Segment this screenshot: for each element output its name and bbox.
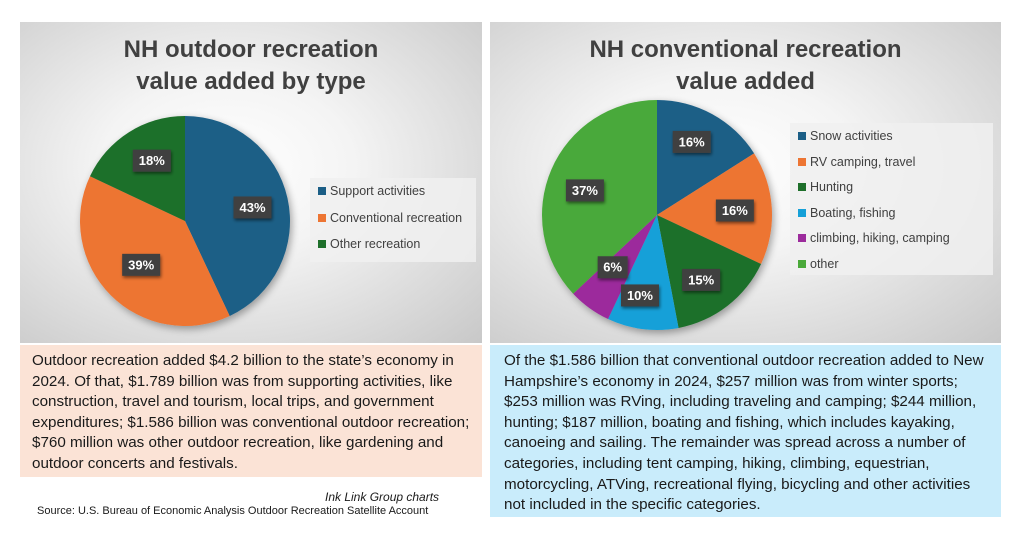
data-label-box [672, 130, 711, 153]
legend-item-other: other [798, 257, 839, 271]
data-label-other: 37% [565, 179, 604, 202]
data-label-text: 10% [627, 288, 653, 303]
data-label-support-activities: 43% [233, 196, 272, 219]
data-label-text: 37% [572, 183, 598, 198]
data-label-box [565, 179, 604, 202]
data-label-box [682, 268, 721, 291]
legend-label: RV camping, travel [810, 154, 916, 169]
data-label-box [132, 149, 171, 172]
source-note: Source: U.S. Bureau of Economic Analysis… [37, 505, 429, 517]
legend-swatch [798, 234, 806, 242]
chart-panel-outdoor-recreation: NH outdoor recreation value added by typ… [20, 22, 482, 343]
data-label-text: 6% [603, 260, 622, 275]
summary-text-outdoor-recreation: Outdoor recreation added $4.2 billion to… [20, 345, 482, 477]
chart-title-line-1: NH conventional recreation [589, 36, 902, 63]
legend-label: Conventional recreation [330, 210, 463, 225]
legend-label: Support activities [330, 184, 426, 198]
data-label-other-recreation: 18% [132, 149, 171, 172]
legend-swatch [318, 213, 326, 222]
chart-title-line-1: NH outdoor recreation [123, 36, 379, 63]
legend-item-rv-camping-travel: RV camping, travel [798, 155, 915, 169]
pie-slice-conventional-recreation [79, 176, 230, 326]
legend-swatch [798, 183, 806, 191]
chart-legend: Snow activities RV camping, travel Hunting… [790, 123, 993, 275]
legend-item-boating-fishing: Boating, fishing [798, 206, 895, 220]
pie-slice-snow-activities [657, 100, 755, 215]
legend-item-conventional-recreation: Conventional recreation [318, 211, 462, 225]
legend-swatch [798, 157, 806, 166]
legend-label: Boating, fishing [810, 205, 896, 220]
legend-item-hunting: Hunting [798, 180, 853, 194]
data-label-text: 39% [128, 257, 154, 272]
legend-label: climbing, hiking, camping [810, 231, 950, 245]
data-label-box [620, 284, 659, 307]
chart-title-line-2: value added [676, 68, 815, 95]
legend-swatch [318, 240, 326, 248]
data-label-text: 18% [139, 153, 165, 168]
chart-credit: Ink Link Group charts [325, 490, 440, 504]
chart-panel-conventional-recreation: NH conventional recreation value added 1… [490, 22, 1001, 343]
legend-item-support-activities: Support activities [318, 184, 425, 198]
chart-title: NH outdoor recreation value added by typ… [20, 34, 482, 98]
data-label-snow-activities: 16% [672, 130, 711, 153]
legend-item-snow-activities: Snow activities [798, 129, 893, 143]
legend-label: Hunting [810, 180, 854, 194]
data-label-text: 43% [239, 200, 265, 215]
chart-title-line-2: value added by type [136, 68, 366, 95]
pie-slice-rv-camping-travel [657, 153, 772, 264]
data-label-text: 15% [688, 272, 714, 287]
data-label-conventional-recreation: 39% [122, 253, 161, 276]
data-label-rv-camping-travel: 16% [715, 199, 754, 222]
chart-title: NH conventional recreation value added [490, 34, 1001, 98]
data-label-text: 16% [722, 203, 748, 218]
legend-item-other-recreation: Other recreation [318, 237, 420, 251]
summary-text-conventional-recreation: Of the $1.586 billion that conventional … [490, 345, 1001, 517]
data-label-box [597, 256, 628, 279]
data-label-boating-fishing: 10% [620, 284, 659, 307]
legend-swatch [318, 187, 326, 195]
legend-label: other [810, 256, 839, 271]
chart-legend: Support activities Conventional recreatio… [310, 178, 476, 262]
data-label-climbing-hiking-camping: 6% [597, 256, 628, 279]
data-label-box [715, 199, 754, 222]
legend-swatch [798, 208, 806, 217]
legend-swatch [798, 132, 806, 140]
data-label-box [122, 253, 161, 276]
data-label-hunting: 15% [682, 268, 721, 291]
legend-label: Snow activities [810, 129, 893, 143]
pie-chart-conventional-recreation: 16% 16% 15% 10% 6% 37% [542, 100, 772, 330]
legend-item-climbing-hiking-camping: climbing, hiking, camping [798, 231, 950, 245]
data-label-box [233, 196, 272, 219]
pie-chart-outdoor-recreation: 43% 39% 18% [79, 116, 290, 326]
legend-swatch [798, 259, 806, 268]
legend-label: Other recreation [330, 237, 421, 251]
data-label-text: 16% [679, 134, 705, 149]
